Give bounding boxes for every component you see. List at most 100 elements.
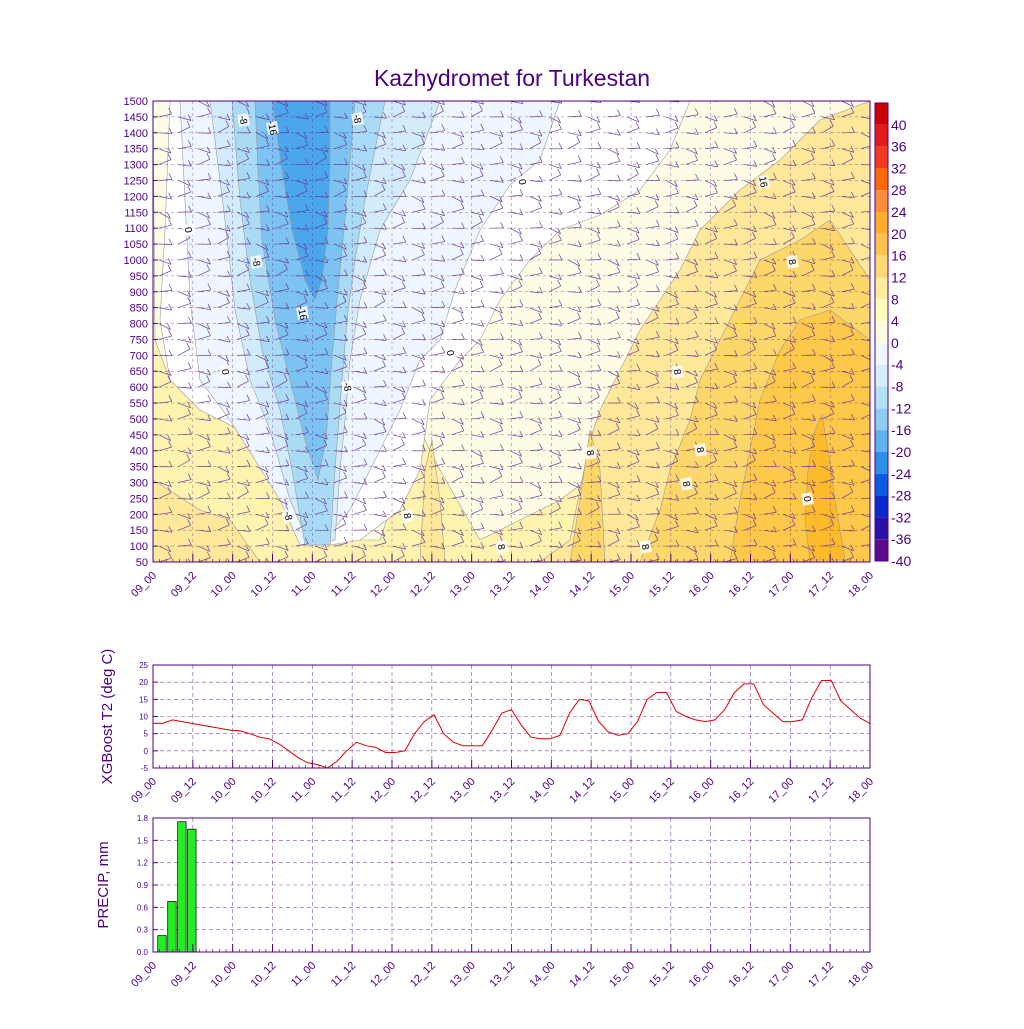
contour-label: -8 xyxy=(350,112,364,126)
wind-barb xyxy=(530,91,542,101)
barb-flag xyxy=(871,492,874,498)
x-tick-label: 10_00 xyxy=(209,776,239,806)
x-tick-label: 17_12 xyxy=(806,960,836,990)
colorbar-cell xyxy=(875,365,888,387)
colorbar-label: 32 xyxy=(891,160,907,176)
y-tick-label: 1400 xyxy=(124,128,148,140)
barb-flag xyxy=(870,290,873,296)
wind-barb xyxy=(861,94,874,101)
barb-flag xyxy=(870,250,873,256)
wind-barb xyxy=(159,89,170,102)
colorbar-cell xyxy=(875,539,888,561)
precip-grid xyxy=(153,818,870,952)
y-tick-label: 1.5 xyxy=(137,836,149,845)
x-tick-label: 11_12 xyxy=(329,960,359,990)
barb-flag xyxy=(871,427,874,433)
y-tick-label: 350 xyxy=(130,462,148,474)
wind-barb xyxy=(296,93,309,101)
x-tick-label: 10_12 xyxy=(249,776,279,806)
x-tick-label: 10_00 xyxy=(209,570,239,600)
x-tick-label: 18_00 xyxy=(846,776,876,806)
precip-bar xyxy=(188,829,196,952)
wind-barb xyxy=(218,94,231,101)
colorbar-cell xyxy=(875,212,888,234)
x-tick-label: 14_00 xyxy=(527,960,557,990)
barb-flag xyxy=(305,93,308,99)
barb-flag xyxy=(871,205,874,211)
x-tick-label: 15_00 xyxy=(607,776,637,806)
barb-flag xyxy=(870,179,873,185)
colorbar-cell xyxy=(875,147,888,169)
x-tick-label: 10_12 xyxy=(249,570,279,600)
colorbar-label: -16 xyxy=(891,422,911,438)
wind-barb xyxy=(647,90,659,101)
colorbar-label: 24 xyxy=(891,204,907,220)
colorbar-label: -4 xyxy=(891,357,904,373)
barb-shaft xyxy=(510,562,522,567)
chart-title: Kazhydromet for Turkestan xyxy=(374,65,650,91)
temperature-panel: -8-16-80-8-160-8-80088888816088150014501… xyxy=(124,89,877,600)
colorbar-label: 28 xyxy=(891,182,907,198)
contour-label: -8 xyxy=(236,113,250,127)
barb-flag xyxy=(422,92,425,98)
y-tick-label: 1150 xyxy=(124,207,148,219)
x-tick-label: 09_00 xyxy=(129,960,159,990)
x-tick-label: 12_12 xyxy=(408,960,438,990)
barb-flag xyxy=(461,92,464,98)
colorbar: 4036322824201612840-4-8-12-16-20-24-28-3… xyxy=(875,103,911,569)
colorbar-cell xyxy=(875,343,888,365)
wind-barb xyxy=(822,94,835,101)
y-tick-label: 750 xyxy=(130,334,148,346)
y-tick-label: 150 xyxy=(130,525,148,537)
colorbar-cell xyxy=(875,125,888,147)
wind-barb xyxy=(374,93,387,101)
wind-barb xyxy=(686,89,698,101)
colorbar-label: 8 xyxy=(891,291,899,307)
t2-ylabel: XGBoost T2 (deg C) xyxy=(99,649,116,785)
barb-shaft xyxy=(432,562,443,568)
precip-bar xyxy=(178,822,186,952)
contour-label: 16 xyxy=(756,175,770,189)
barb-shaft xyxy=(549,562,561,567)
colorbar-label: 20 xyxy=(891,226,907,242)
x-tick-label: 13_12 xyxy=(488,960,518,990)
x-tick-label: 15_12 xyxy=(647,570,677,600)
colorbar-label: -32 xyxy=(891,509,911,525)
x-tick-label: 14_00 xyxy=(527,776,557,806)
barb-flag xyxy=(655,90,658,96)
y-tick-label: 200 xyxy=(130,509,148,521)
barb-flag xyxy=(754,95,757,101)
t2-grid xyxy=(153,665,870,768)
contour-label: -8 xyxy=(281,509,295,523)
contour-label: -16 xyxy=(295,305,309,322)
y-tick-label: 800 xyxy=(130,319,148,331)
y-tick-label: 0 xyxy=(144,747,149,756)
precip-ylabel: PRECIP, mm xyxy=(95,841,112,928)
x-tick-label: 18_00 xyxy=(846,960,876,990)
y-tick-label: 1050 xyxy=(124,239,148,251)
x-tick-label: 09_00 xyxy=(129,776,159,806)
y-tick-label: 500 xyxy=(130,414,148,426)
y-tick-label: 25 xyxy=(139,661,148,670)
colorbar-cell xyxy=(875,321,888,343)
colorbar-label: -28 xyxy=(891,488,911,504)
barb-flag xyxy=(871,139,874,145)
y-tick-label: 1450 xyxy=(124,112,148,124)
precip-bar xyxy=(168,901,176,952)
colorbar-label: -8 xyxy=(891,379,904,395)
colorbar-cell xyxy=(875,517,888,539)
wind-barb xyxy=(783,95,796,101)
colorbar-cell xyxy=(875,234,888,256)
colorbar-cell xyxy=(875,299,888,321)
barb-flag xyxy=(344,93,347,99)
y-tick-label: 450 xyxy=(130,430,148,442)
x-tick-label: 10_00 xyxy=(209,960,239,990)
colorbar-label: 0 xyxy=(891,335,899,351)
x-tick-label: 14_00 xyxy=(527,570,557,600)
x-tick-label: 11_12 xyxy=(329,776,359,806)
x-tick-label: 13_00 xyxy=(448,570,478,600)
x-tick-label: 18_00 xyxy=(846,570,876,600)
